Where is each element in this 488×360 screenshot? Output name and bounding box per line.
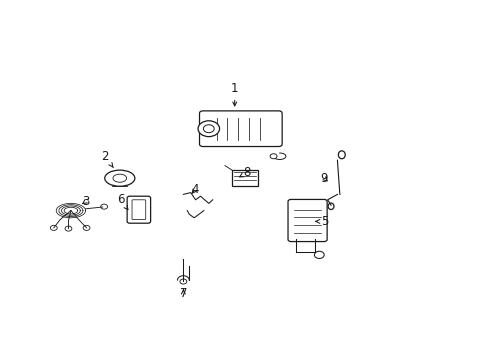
- Ellipse shape: [113, 174, 126, 182]
- Ellipse shape: [327, 203, 333, 210]
- Text: 1: 1: [230, 82, 238, 106]
- Circle shape: [83, 225, 90, 230]
- Circle shape: [101, 204, 107, 209]
- Ellipse shape: [104, 170, 135, 186]
- Text: 4: 4: [191, 183, 199, 195]
- FancyBboxPatch shape: [287, 199, 326, 242]
- Ellipse shape: [338, 151, 345, 159]
- Text: 7: 7: [179, 287, 187, 300]
- Text: 8: 8: [239, 166, 250, 179]
- Circle shape: [198, 121, 219, 137]
- Circle shape: [203, 125, 214, 133]
- Text: 5: 5: [315, 215, 328, 228]
- Circle shape: [180, 279, 186, 284]
- Circle shape: [314, 251, 324, 258]
- FancyBboxPatch shape: [231, 170, 258, 186]
- FancyBboxPatch shape: [199, 111, 282, 147]
- Text: 2: 2: [101, 150, 113, 168]
- Circle shape: [65, 226, 72, 231]
- FancyBboxPatch shape: [132, 200, 145, 220]
- Text: 6: 6: [117, 193, 128, 210]
- FancyBboxPatch shape: [127, 196, 150, 223]
- Text: 3: 3: [81, 195, 89, 208]
- Text: 9: 9: [320, 172, 327, 185]
- Circle shape: [50, 225, 57, 230]
- Circle shape: [269, 154, 276, 159]
